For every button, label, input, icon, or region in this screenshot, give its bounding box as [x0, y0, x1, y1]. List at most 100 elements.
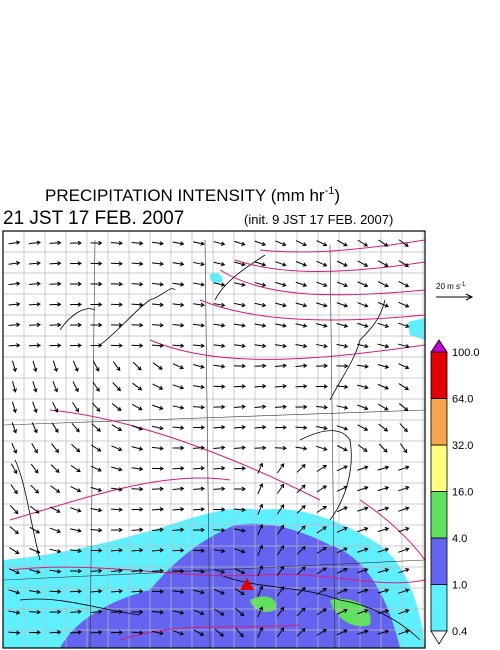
- wind-arrow: [28, 261, 41, 266]
- vector-scale-label: 20 m s-1: [436, 282, 466, 291]
- wind-arrow: [172, 363, 184, 370]
- wind-arrow: [276, 545, 285, 556]
- wind-arrow: [336, 405, 349, 410]
- wind-arrow: [378, 403, 389, 411]
- wind-arrow: [276, 586, 285, 597]
- wind-arrow: [110, 630, 123, 635]
- wind-arrow: [172, 241, 185, 246]
- coastlines: [3, 239, 425, 648]
- wind-arrow: [316, 260, 328, 267]
- wind-arrow: [398, 608, 410, 615]
- wind-arrow: [295, 425, 308, 430]
- wind-arrow: [69, 281, 82, 287]
- wind-arrow: [69, 261, 82, 266]
- wind-arrow: [234, 240, 246, 246]
- wind-arrow: [235, 607, 245, 617]
- wind-arrow: [316, 323, 328, 328]
- wind-arrow: [357, 526, 369, 533]
- wind-arrow: [257, 483, 264, 495]
- wind-arrow: [377, 343, 390, 349]
- wind-arrow: [110, 322, 123, 328]
- wind-arrow: [296, 628, 306, 637]
- wind-arrow: [49, 322, 62, 328]
- wind-arrow: [8, 260, 21, 266]
- colorbar-label: 4.0: [452, 533, 467, 545]
- wind-arrow: [275, 323, 287, 328]
- wind-arrow: [49, 240, 62, 246]
- wind-arrow: [357, 260, 369, 267]
- wind-arrow: [377, 260, 389, 267]
- wind-arrow: [274, 384, 287, 389]
- wind-arrow: [295, 343, 308, 349]
- wind-arrow: [315, 405, 328, 410]
- wind-arrow: [357, 404, 369, 411]
- wind-arrow: [336, 384, 349, 390]
- wind-arrow: [193, 589, 205, 595]
- wind-arrow: [28, 240, 41, 245]
- wind-arrow: [151, 589, 164, 594]
- wind-arrow: [295, 363, 308, 368]
- wind-arrow: [257, 606, 264, 618]
- wind-arrow: [296, 505, 306, 514]
- wind-arrow: [257, 462, 264, 474]
- wind-arrow: [336, 588, 348, 595]
- wind-arrow: [172, 486, 185, 491]
- wind-arrow: [295, 323, 308, 328]
- wind-arrow: [131, 302, 144, 307]
- wind-arrow: [50, 464, 60, 474]
- wind-arrow: [316, 281, 328, 288]
- wind-arrow: [8, 281, 21, 286]
- wind-arrow: [69, 343, 82, 348]
- wind-vectors: [8, 239, 410, 638]
- wind-arrow: [274, 404, 287, 410]
- wind-arrow: [71, 422, 80, 433]
- wind-arrow: [357, 547, 369, 553]
- wind-arrow: [357, 465, 369, 471]
- wind-arrow: [378, 239, 389, 247]
- colorbar-label: 100.0: [452, 347, 480, 359]
- wind-arrow: [49, 506, 61, 513]
- wind-arrow: [213, 323, 226, 328]
- wind-arrow: [11, 401, 17, 414]
- wind-arrow: [69, 240, 82, 246]
- wind-arrow: [213, 425, 226, 430]
- wind-arrow: [316, 587, 327, 595]
- wind-arrow: [172, 343, 185, 348]
- wind-arrow: [377, 568, 390, 574]
- wind-arrow: [172, 568, 185, 574]
- wind-arrow: [398, 260, 409, 267]
- wind-arrow: [49, 527, 62, 534]
- wind-arrow: [151, 322, 164, 328]
- wind-arrow: [233, 323, 246, 328]
- wind-arrow: [316, 485, 327, 493]
- wind-arrow: [378, 423, 389, 432]
- wind-arrow: [152, 404, 164, 411]
- wind-arrow: [192, 445, 205, 451]
- wind-arrow: [49, 589, 62, 594]
- wind-arrow: [12, 381, 17, 393]
- wind-arrow: [72, 381, 79, 393]
- wind-arrow: [90, 548, 103, 553]
- wind-arrow: [69, 568, 82, 574]
- wind-arrow: [336, 323, 349, 328]
- wind-arrow: [377, 506, 390, 512]
- wind-arrow: [275, 240, 287, 247]
- wind-arrow: [110, 568, 123, 573]
- wind-arrow: [110, 302, 123, 307]
- colorbar-under: [430, 630, 448, 645]
- wind-arrow: [316, 240, 328, 247]
- wind-arrow: [234, 261, 246, 267]
- wind-arrow: [172, 589, 185, 595]
- wind-arrow: [357, 588, 369, 594]
- wind-arrow: [31, 422, 38, 434]
- wind-arrow: [357, 384, 369, 390]
- colorbar-segment: [430, 444, 448, 492]
- wind-arrow: [233, 363, 246, 369]
- wind-arrow: [398, 485, 410, 492]
- wind-arrow: [69, 302, 82, 307]
- wind-arrow: [70, 528, 82, 533]
- wind-arrow: [296, 525, 306, 535]
- wind-arrow: [111, 445, 123, 452]
- wind-arrow: [90, 302, 103, 307]
- wind-arrow: [132, 361, 142, 371]
